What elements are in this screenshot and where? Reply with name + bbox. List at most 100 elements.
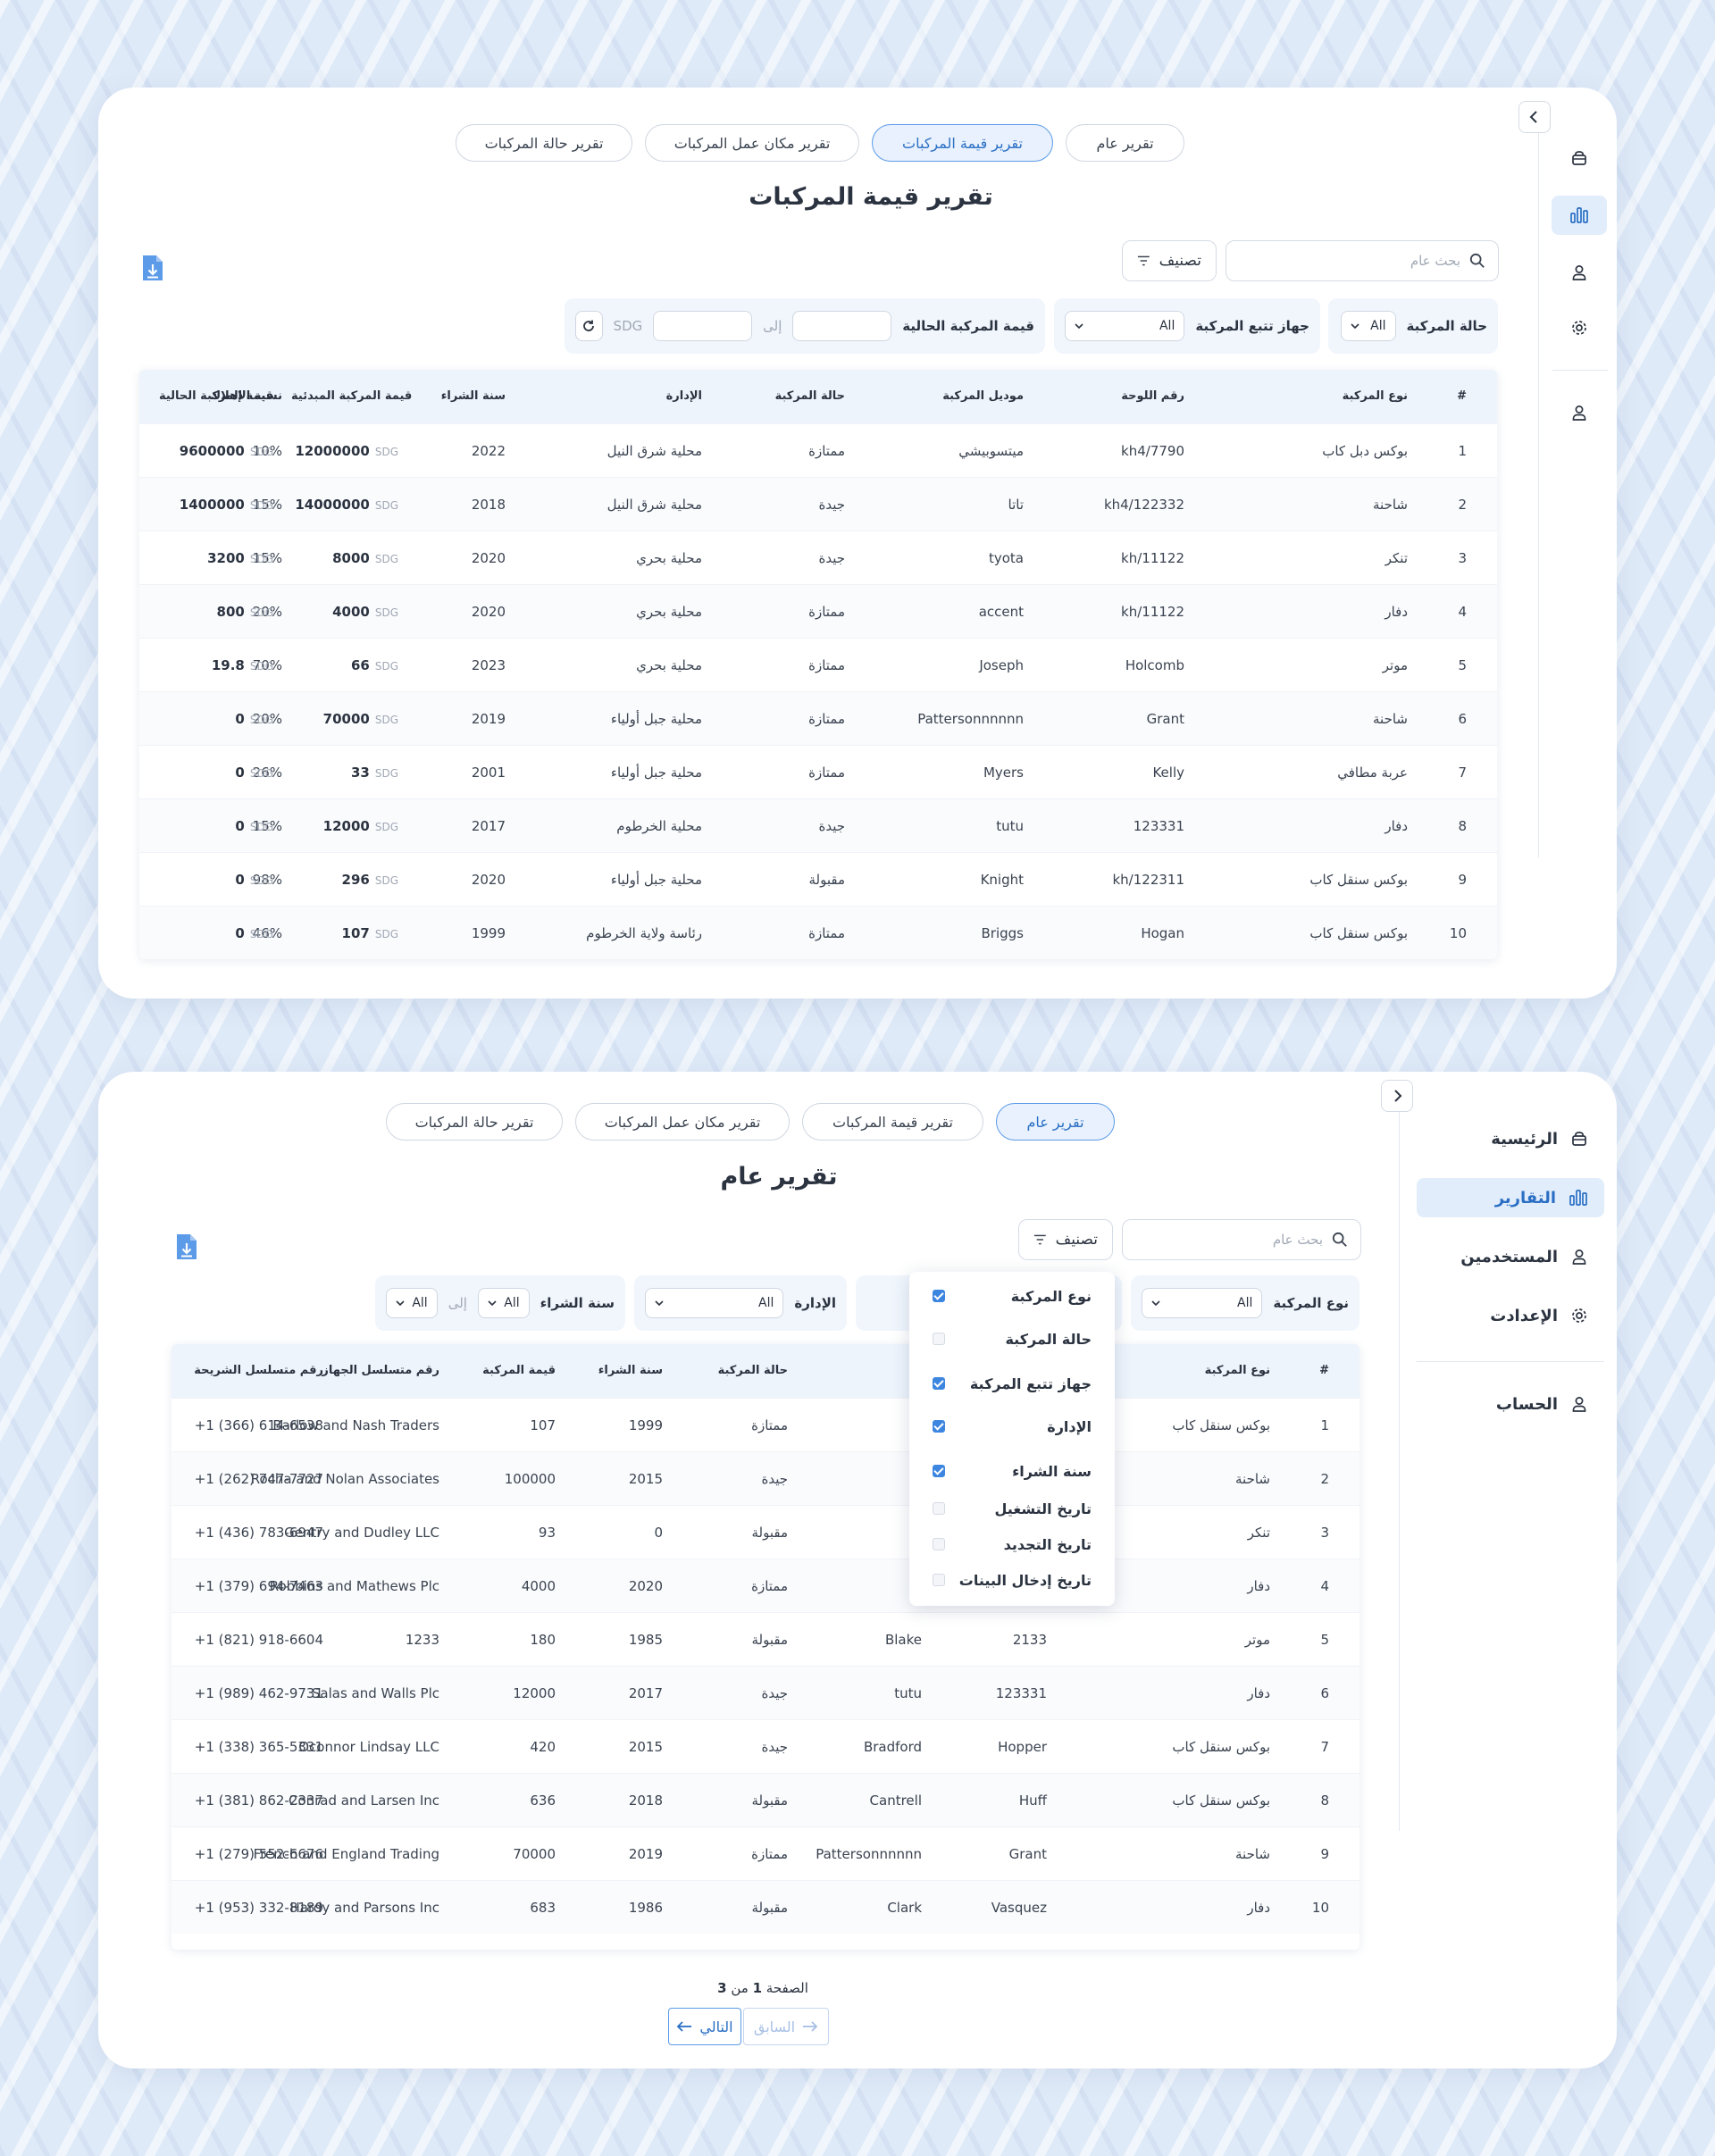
col-sim-serial: +1 (381) 862-2337 xyxy=(194,1792,323,1809)
col-index: 8 xyxy=(1320,1792,1329,1809)
checkbox-unchecked[interactable] xyxy=(933,1538,945,1550)
table-row[interactable]: 8 بوكس سنقل كاب Huff Cantrell مقبولة 2018 636 C… xyxy=(172,1773,1359,1826)
table-row[interactable]: 4 دفار kh/11122 accent ممتازة محلية بحري 2020 4… xyxy=(139,584,1497,638)
sidebar-expand-button[interactable] xyxy=(1381,1080,1413,1112)
sidebar-item-home[interactable]: الرئيسية xyxy=(1417,1119,1604,1158)
sidebar-item-account[interactable] xyxy=(1552,393,1607,432)
sidebar-item-settings[interactable] xyxy=(1552,308,1607,347)
currency-label: SDG xyxy=(374,928,398,940)
col-device-serial: Barlow and Nash Traders xyxy=(272,1417,439,1433)
next-label: التالي xyxy=(699,2018,733,2035)
file-download-icon[interactable] xyxy=(141,254,164,282)
tab-vehicle-value-report[interactable]: تقرير قيمة المركبات xyxy=(802,1103,983,1141)
table-row[interactable]: 6 شاحنة Grant Pattersonnnnnn ممتازة محلية جبل… xyxy=(139,691,1497,745)
table-row[interactable]: 2 شاحنة kh4/122332 تاتا جيدة محلية شرق النيل 2… xyxy=(139,477,1497,531)
table-row[interactable]: 1 بوكس دبل كاب kh4/7790 ميتسوبيشي ممتازة محلي… xyxy=(139,423,1497,477)
sidebar-item-users[interactable] xyxy=(1552,253,1607,292)
administration-select[interactable]: All xyxy=(645,1288,784,1318)
col-index: 2 xyxy=(1458,497,1467,513)
user-icon xyxy=(1572,405,1586,421)
column-toggle-item[interactable]: تاريخ إدخال البينات xyxy=(909,1567,1115,1593)
col-vehicle-status: ممتازة xyxy=(808,711,845,727)
checkbox-checked[interactable] xyxy=(933,1377,945,1390)
table-row[interactable]: 4دفار2ممتازة20204000Robbins and Mathews … xyxy=(172,1559,1359,1612)
refresh-button[interactable] xyxy=(574,311,603,341)
of-label: من xyxy=(731,1980,749,1996)
table-row[interactable]: 10 دفار Vasquez Clark مقبولة 1986 683 Hardy and… xyxy=(172,1880,1359,1934)
table-row[interactable]: 3تنكرffمقبولة093Gentry and Dudley LLC+1 … xyxy=(172,1505,1359,1559)
value-to-input[interactable] xyxy=(653,311,753,341)
checkbox-unchecked[interactable] xyxy=(933,1333,945,1345)
gear-icon xyxy=(1572,321,1586,335)
sort-button[interactable]: تصنيف xyxy=(1018,1219,1113,1260)
tab-vehicle-location-report[interactable]: تقرير مكان عمل المركبات xyxy=(575,1103,790,1141)
next-page-button[interactable]: التالي xyxy=(668,2008,741,2045)
vehicle-type-select[interactable]: All xyxy=(1142,1288,1263,1318)
report-tabs: تقرير حالة المركبات تقرير مكان عمل المرك… xyxy=(456,124,1184,162)
column-toggle-item[interactable]: الإدارة xyxy=(909,1413,1115,1440)
table-row[interactable]: 2شاحنةeجيدة2015100000Rocha and Nolan Ass… xyxy=(172,1451,1359,1505)
col-vehicle-model: Briggs xyxy=(981,925,1024,941)
column-toggle-item[interactable]: حالة المركبة xyxy=(909,1325,1115,1352)
sidebar-item-home[interactable] xyxy=(1552,138,1607,178)
col-vehicle-status: جيدة xyxy=(818,818,845,834)
sidebar-item-users[interactable]: المستخدمين xyxy=(1417,1237,1604,1276)
prev-page-button[interactable]: السابق xyxy=(743,2008,829,2045)
table-row[interactable]: 7 عربة مطافي Kelly Myers ممتازة محلية جبل أول… xyxy=(139,745,1497,798)
report-tabs: تقرير حالة المركبات تقرير مكان عمل المرك… xyxy=(386,1103,1115,1141)
col-index: 10 xyxy=(1311,1900,1329,1916)
tab-vehicle-status-report[interactable]: تقرير حالة المركبات xyxy=(456,124,632,162)
year-to-select[interactable]: All xyxy=(386,1288,438,1318)
col-index: 9 xyxy=(1458,872,1467,888)
column-toggle-item[interactable]: جهاز تتبع المركبة xyxy=(909,1370,1115,1397)
sidebar-collapse-button[interactable] xyxy=(1518,101,1551,133)
sidebar-item-settings[interactable]: الإعدادت xyxy=(1417,1296,1604,1335)
vehicle-status-select[interactable]: All xyxy=(1340,311,1396,341)
col-purchase-year: 2022 xyxy=(471,443,506,459)
table-row[interactable]: 5 موتر Holcomb Joseph ممتازة محلية بحري 2023 66… xyxy=(139,638,1497,691)
checkbox-unchecked[interactable] xyxy=(933,1502,945,1515)
sort-button[interactable]: تصنيف xyxy=(1122,240,1217,281)
table-row[interactable]: 3 تنكر kh/11122 tyota جيدة محلية بحري 2020 8000… xyxy=(139,531,1497,584)
checkbox-unchecked[interactable] xyxy=(933,1574,945,1586)
col-sim-serial: +1 (379) 694-7463 xyxy=(194,1578,323,1594)
column-toggle-item[interactable]: تاريخ التجديد xyxy=(909,1531,1115,1558)
col-vehicle-type: شاحنة xyxy=(1373,497,1408,513)
value-from-input[interactable] xyxy=(792,311,892,341)
table-row[interactable]: 5 موتر 2133 Blake مقبولة 1985 180 1233 +1 (821) … xyxy=(172,1612,1359,1666)
tab-vehicle-value-report[interactable]: تقرير قيمة المركبات xyxy=(872,124,1053,162)
checkbox-checked[interactable] xyxy=(933,1290,945,1302)
currency-label: SDG xyxy=(249,553,273,565)
tab-vehicle-location-report[interactable]: تقرير مكان عمل المركبات xyxy=(645,124,859,162)
table-row[interactable]: 10 بوكس سنقل كاب Hogan Briggs ممتازة رئاسة ول… xyxy=(139,906,1497,959)
header-col-index: # xyxy=(1319,1364,1329,1377)
tracker-device-select[interactable]: All xyxy=(1065,311,1185,341)
column-toggle-item[interactable]: سنة الشراء xyxy=(909,1458,1115,1484)
checkbox-checked[interactable] xyxy=(933,1465,945,1477)
currency-label: SDG xyxy=(249,606,273,619)
col-administration: محلية شرق النيل xyxy=(607,497,702,513)
table-row[interactable]: 7 بوكس سنقل كاب Hopper Bradford جيدة 2015 420 O… xyxy=(172,1719,1359,1773)
table-row[interactable]: 6 دفار 123331 tutu جيدة 2017 12000 Salas and Wa… xyxy=(172,1666,1359,1719)
col-current-value: 3200 SDG xyxy=(139,531,273,585)
column-toggle-item[interactable]: تاريخ التشغيل xyxy=(909,1495,1115,1522)
tab-general-report[interactable]: تقرير عام xyxy=(1066,124,1184,162)
sidebar-item-reports[interactable] xyxy=(1552,196,1607,235)
search-input[interactable]: بحث عام xyxy=(1226,240,1499,281)
year-from-select[interactable]: All xyxy=(477,1288,530,1318)
table-row[interactable]: 9 بوكس سنقل كاب kh/122311 Knight مقبولة محلية… xyxy=(139,852,1497,906)
checkbox-checked[interactable] xyxy=(933,1420,945,1433)
table-row[interactable]: 8 دفار 123331 tutu جيدة محلية الخرطوم 2017 1200… xyxy=(139,798,1497,852)
sidebar-item-reports[interactable]: التقارير xyxy=(1417,1178,1604,1217)
tab-general-report[interactable]: تقرير عام xyxy=(996,1103,1115,1141)
table-row[interactable]: 9 شاحنة Grant Pattersonnnnnn ممتازة 2019 70000… xyxy=(172,1826,1359,1880)
tab-vehicle-status-report[interactable]: تقرير حالة المركبات xyxy=(386,1103,563,1141)
search-input[interactable]: بحث عام xyxy=(1122,1219,1361,1260)
column-toggle-item[interactable]: نوع المركبة xyxy=(909,1283,1115,1309)
col-vehicle-value: 420 xyxy=(530,1739,556,1755)
refresh-icon xyxy=(583,320,595,331)
sidebar-item-account[interactable]: الحساب xyxy=(1417,1384,1604,1424)
file-download-icon[interactable] xyxy=(175,1233,198,1261)
header-col-vehicle-value: قيمة المركبة xyxy=(482,1364,556,1377)
